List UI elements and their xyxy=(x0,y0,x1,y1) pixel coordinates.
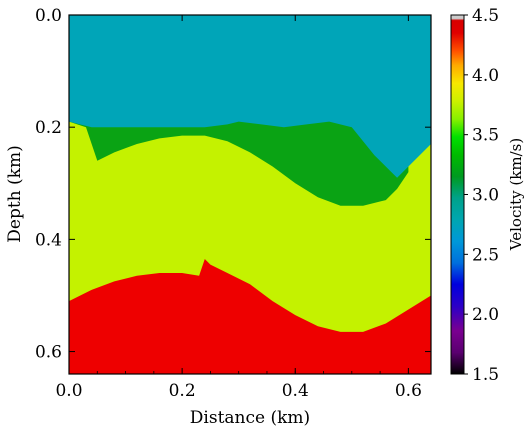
colorbar: 1.5 2.0 2.5 3.0 3.5 4.0 4.5 Velocity (km/s) xyxy=(450,6,525,385)
y-tick-label: 0.6 xyxy=(35,343,62,363)
colorbar-tick-label: 1.5 xyxy=(472,365,499,385)
colorbar-tick-label: 2.0 xyxy=(472,305,499,325)
x-tick-label: 0.2 xyxy=(169,381,196,401)
layer-channel-lens xyxy=(69,115,409,206)
x-tick-label: 0.6 xyxy=(395,381,422,401)
x-tick-label: 0.0 xyxy=(55,381,82,401)
layer-low-velocity xyxy=(69,15,431,178)
colorbar-tick-label: 4.0 xyxy=(472,66,499,86)
colorbar-tick-label: 2.5 xyxy=(472,245,499,265)
y-tick-label: 0.2 xyxy=(35,118,62,138)
colorbar-gradient xyxy=(451,15,464,374)
colorbar-tick-label: 3.0 xyxy=(472,186,499,206)
colorbar-tick-label: 3.5 xyxy=(472,126,499,146)
x-axis-ticks: 0.0 0.2 0.4 0.6 xyxy=(55,15,422,401)
y-tick-label: 0.4 xyxy=(35,230,62,250)
y-axis-label: Depth (km) xyxy=(5,145,25,242)
plot-area xyxy=(69,15,431,374)
colorbar-ticks: 1.5 2.0 2.5 3.0 3.5 4.0 4.5 xyxy=(464,6,499,385)
plot-frame xyxy=(68,14,432,375)
y-tick-label: 0.0 xyxy=(35,6,62,26)
colorbar-tick-label: 4.5 xyxy=(472,6,499,26)
x-tick-label: 0.4 xyxy=(282,381,309,401)
y-axis-ticks: 0.0 0.2 0.4 0.6 xyxy=(35,6,431,363)
x-axis-label: Distance (km) xyxy=(190,408,310,428)
colorbar-label: Velocity (km/s) xyxy=(507,138,525,251)
